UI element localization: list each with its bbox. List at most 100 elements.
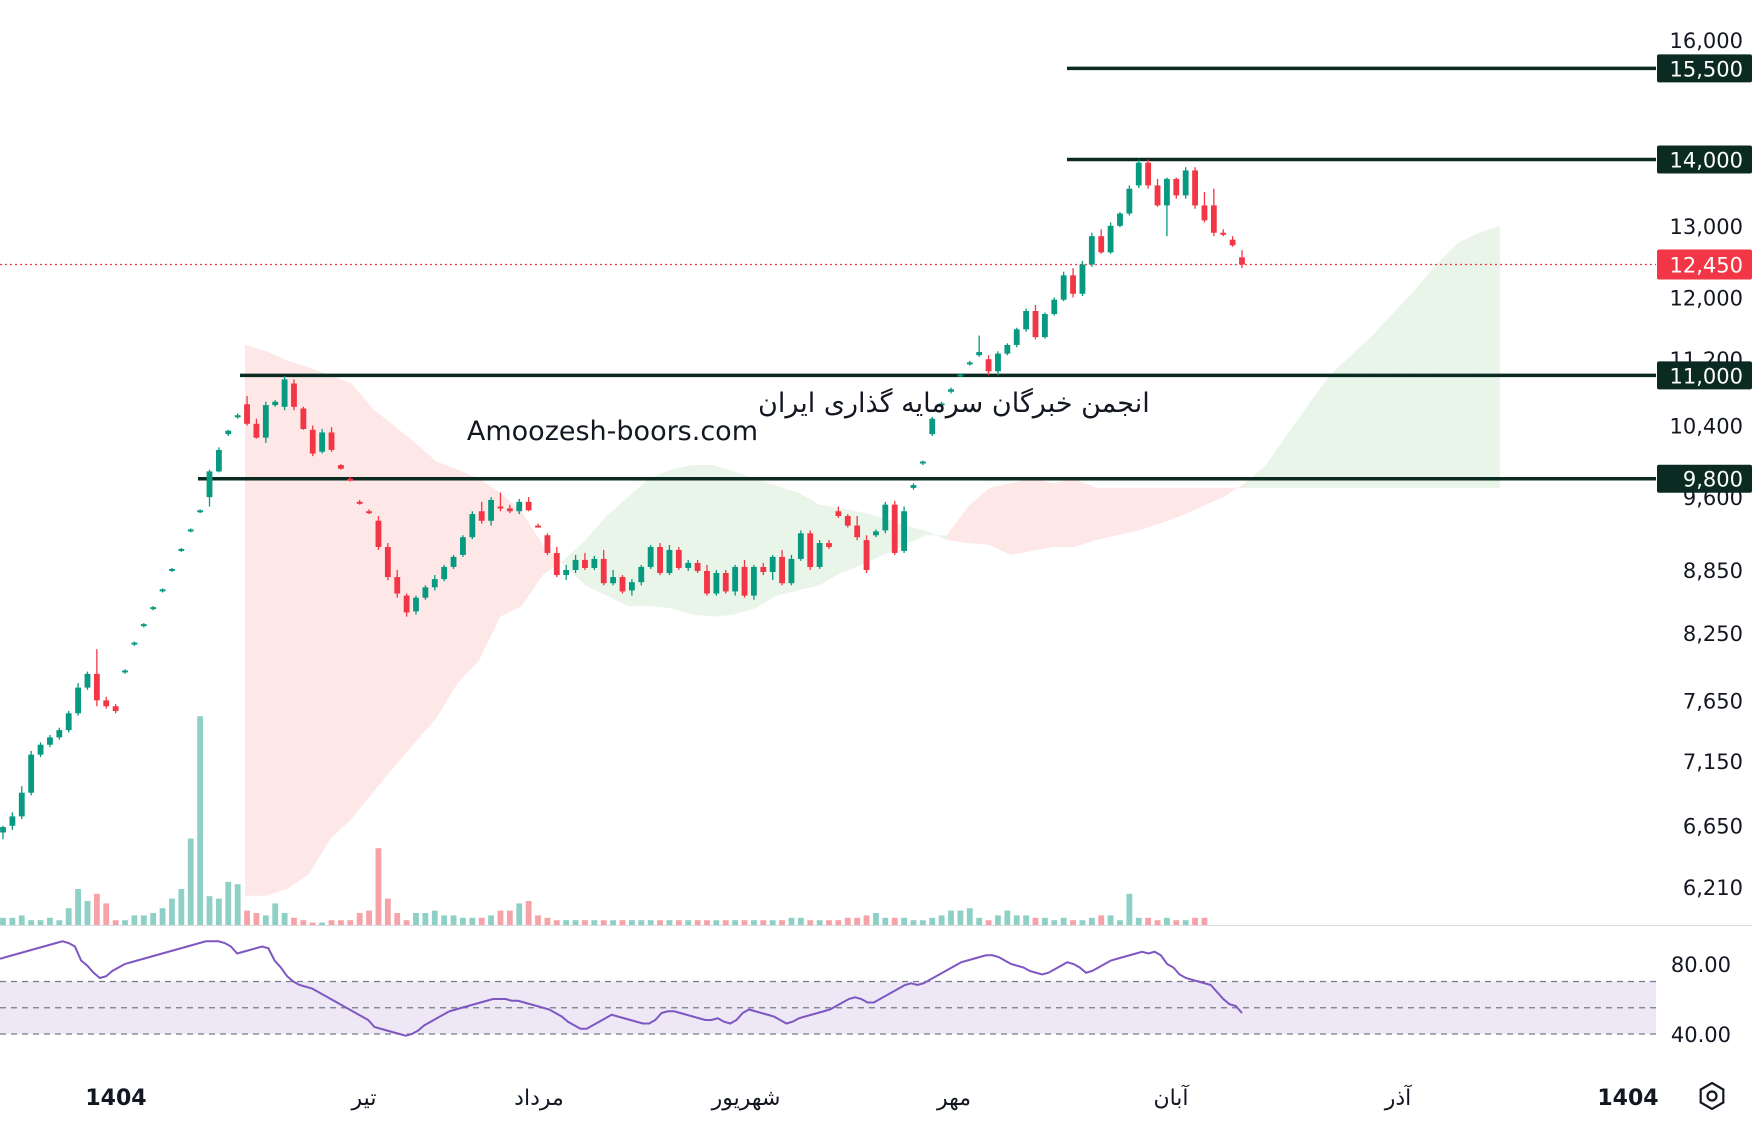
candle[interactable] <box>244 395 250 426</box>
candle[interactable] <box>1182 167 1189 199</box>
candle[interactable] <box>807 530 814 570</box>
candle[interactable] <box>93 649 100 707</box>
candle[interactable] <box>966 360 973 366</box>
candle[interactable] <box>1117 212 1123 228</box>
settings-button[interactable] <box>1699 1081 1725 1111</box>
candle[interactable] <box>328 427 335 452</box>
candle[interactable] <box>722 569 729 594</box>
candle[interactable] <box>929 416 936 436</box>
candle[interactable] <box>1060 271 1067 302</box>
candle[interactable] <box>919 460 926 466</box>
candle[interactable] <box>535 523 541 528</box>
candle[interactable] <box>938 401 945 407</box>
candle[interactable] <box>732 564 739 596</box>
candle[interactable] <box>1013 327 1020 348</box>
candle[interactable] <box>488 497 495 526</box>
candle[interactable] <box>1070 268 1076 298</box>
candle[interactable] <box>0 825 6 840</box>
candle[interactable] <box>65 710 72 733</box>
candle[interactable] <box>9 812 16 830</box>
candle[interactable] <box>995 351 1001 376</box>
candle[interactable] <box>610 569 617 586</box>
candle[interactable] <box>628 579 635 596</box>
candle[interactable] <box>234 413 241 419</box>
candle[interactable] <box>291 379 297 411</box>
candle[interactable] <box>854 516 861 541</box>
candle[interactable] <box>901 506 908 553</box>
candle[interactable] <box>169 567 175 572</box>
candle[interactable] <box>638 564 645 586</box>
candle[interactable] <box>1051 297 1058 316</box>
candle[interactable] <box>816 540 823 569</box>
candle[interactable] <box>413 595 419 615</box>
candle[interactable] <box>873 529 879 538</box>
candle[interactable] <box>1154 178 1161 207</box>
candle[interactable] <box>469 511 476 540</box>
candle[interactable] <box>1173 177 1180 199</box>
candle[interactable] <box>694 559 701 573</box>
candle[interactable] <box>957 373 964 377</box>
candle[interactable] <box>863 535 870 573</box>
candle[interactable] <box>140 623 147 628</box>
candle[interactable] <box>281 376 288 411</box>
candle[interactable] <box>544 533 551 555</box>
candle[interactable] <box>103 696 110 709</box>
candle[interactable] <box>750 564 757 600</box>
candle[interactable] <box>675 546 682 570</box>
candle[interactable] <box>178 547 185 552</box>
candle[interactable] <box>1135 159 1142 189</box>
candle[interactable] <box>910 483 917 490</box>
candle[interactable] <box>56 727 63 740</box>
candle[interactable] <box>1098 229 1105 254</box>
candle[interactable] <box>187 528 194 533</box>
candle[interactable] <box>366 509 372 515</box>
candle[interactable] <box>769 554 776 581</box>
time-axis[interactable]: 1404 تیر مرداد شهریور مهر آبان آذر 1404 <box>85 1084 1658 1111</box>
candle[interactable] <box>948 387 954 394</box>
candle[interactable] <box>506 504 513 514</box>
candle[interactable] <box>206 469 213 507</box>
candle[interactable] <box>375 516 382 550</box>
candle[interactable] <box>779 549 785 586</box>
candle[interactable] <box>882 501 889 534</box>
candle[interactable] <box>1192 167 1198 209</box>
candle[interactable] <box>976 335 983 357</box>
candle[interactable] <box>478 501 485 524</box>
candle[interactable] <box>431 575 438 591</box>
candle[interactable] <box>422 585 429 600</box>
candle[interactable] <box>122 669 128 674</box>
candle[interactable] <box>713 569 720 596</box>
candle[interactable] <box>450 554 457 569</box>
candle[interactable] <box>835 506 842 518</box>
candle[interactable] <box>553 546 560 578</box>
candle[interactable] <box>75 682 82 716</box>
candle[interactable] <box>159 588 166 593</box>
candle[interactable] <box>131 641 138 646</box>
candle[interactable] <box>319 428 326 454</box>
candle[interactable] <box>1220 229 1227 237</box>
candle[interactable] <box>788 554 795 586</box>
candle[interactable] <box>84 671 91 690</box>
candle[interactable] <box>1041 312 1048 339</box>
candle[interactable] <box>591 555 598 570</box>
candle[interactable] <box>563 564 570 581</box>
candle[interactable] <box>441 564 448 582</box>
candle[interactable] <box>356 499 363 505</box>
candle[interactable] <box>497 492 504 512</box>
candle[interactable] <box>525 497 532 512</box>
candle[interactable] <box>1004 343 1011 356</box>
candle[interactable] <box>741 559 748 598</box>
candle[interactable] <box>272 400 279 407</box>
candle[interactable] <box>516 499 523 515</box>
candle[interactable] <box>1088 232 1095 267</box>
candle[interactable] <box>844 514 851 528</box>
candle[interactable] <box>891 500 898 555</box>
horizontal-levels[interactable] <box>198 66 1656 481</box>
candle[interactable] <box>403 593 410 617</box>
candle[interactable] <box>1229 236 1236 247</box>
candle[interactable] <box>985 355 992 376</box>
candle[interactable] <box>262 401 269 443</box>
candle[interactable] <box>150 606 157 611</box>
candle[interactable] <box>1201 192 1208 223</box>
